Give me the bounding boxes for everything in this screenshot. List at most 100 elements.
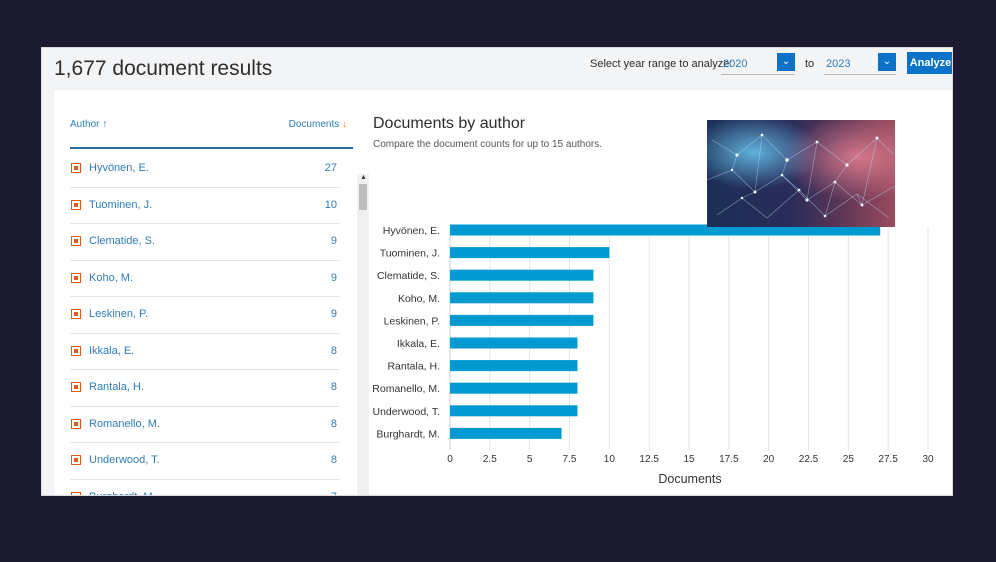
list-item[interactable]: Rantala, H. 8 xyxy=(70,370,340,407)
x-tick-label: 12.5 xyxy=(639,454,659,465)
sort-up-arrow-icon: ↑ xyxy=(102,119,108,130)
x-axis-label: Documents xyxy=(658,472,721,486)
chart-bar[interactable] xyxy=(450,247,610,259)
network-visual-image xyxy=(707,120,895,227)
list-item[interactable]: Burghardt, M. 7 xyxy=(70,480,340,496)
chart-bar[interactable] xyxy=(450,360,578,372)
list-item[interactable]: Underwood, T. 8 xyxy=(70,443,340,480)
author-document-count[interactable]: 9 xyxy=(330,235,337,247)
x-tick-label: 22.5 xyxy=(799,454,819,465)
analyze-button[interactable]: Analyze xyxy=(907,52,952,74)
chart-bar[interactable] xyxy=(450,382,578,394)
author-document-count[interactable]: 8 xyxy=(330,417,337,430)
author-document-count[interactable]: 27 xyxy=(324,162,337,174)
x-tick-label: 17.5 xyxy=(719,454,739,465)
x-tick-label: 5 xyxy=(527,454,533,465)
author-name-link[interactable]: Clematide, S. xyxy=(89,235,156,247)
author-name-link[interactable]: Hyvönen, E. xyxy=(89,162,149,174)
chevron-down-icon[interactable]: ⌄ xyxy=(777,53,795,71)
author-document-count[interactable]: 9 xyxy=(330,308,337,320)
year-from-value: 2020 xyxy=(723,58,748,70)
y-category-label: Romanello, M. xyxy=(372,383,440,395)
author-list: Hyvönen, E. 27 Tuominen, J. 10 Clematide, S.… xyxy=(70,151,340,496)
list-item[interactable]: Clematide, S. 9 xyxy=(70,224,340,261)
scrollbar-thumb[interactable] xyxy=(359,184,367,210)
x-tick-label: 0 xyxy=(447,454,453,465)
author-name-link[interactable]: Koho, M. xyxy=(89,271,134,284)
author-document-count[interactable]: 8 xyxy=(330,344,337,357)
chart-bar[interactable] xyxy=(450,224,881,236)
author-document-count[interactable]: 10 xyxy=(324,198,337,211)
author-checkbox[interactable] xyxy=(71,491,81,495)
chart-title: Documents by author xyxy=(373,115,526,132)
author-checkbox[interactable] xyxy=(71,272,81,283)
documents-sort-header[interactable]: Documents ↓ xyxy=(289,119,347,130)
author-name-link[interactable]: Romanello, M. xyxy=(89,417,160,430)
list-item[interactable]: Leskinen, P. 9 xyxy=(70,297,340,334)
year-to-value: 2023 xyxy=(826,58,851,70)
author-document-count[interactable]: 9 xyxy=(330,271,337,284)
author-checkbox[interactable] xyxy=(71,199,81,210)
author-name-link[interactable]: Burghardt, M. xyxy=(89,491,156,496)
author-document-count[interactable]: 8 xyxy=(330,454,337,466)
app-window: 1,677 document results Select year range… xyxy=(41,47,953,496)
x-tick-label: 15 xyxy=(683,454,695,465)
author-checkbox[interactable] xyxy=(71,163,81,173)
author-document-count[interactable]: 8 xyxy=(330,381,337,393)
list-item[interactable]: Ikkala, E. 8 xyxy=(70,334,340,370)
results-title: 1,677 document results xyxy=(54,57,273,80)
author-header-label: Author xyxy=(70,119,100,130)
author-checkbox[interactable] xyxy=(71,236,81,246)
to-label: to xyxy=(805,58,815,70)
y-category-label: Clematide, S. xyxy=(377,270,440,282)
chart-bar[interactable] xyxy=(450,405,578,417)
documents-header-label: Documents xyxy=(288,119,340,130)
chart-bar[interactable] xyxy=(450,427,562,439)
y-category-label: Hyvönen, E. xyxy=(383,225,440,237)
analysis-panel: Author ↑ Documents ↓ Hyvönen, E. 27 Tuomin… xyxy=(54,90,952,495)
list-item[interactable]: Hyvönen, E. 27 xyxy=(70,151,340,188)
author-document-count[interactable]: 7 xyxy=(331,491,337,496)
list-item[interactable]: Tuominen, J. 10 xyxy=(70,188,340,224)
table-header: Author ↑ Documents ↓ xyxy=(70,113,353,149)
author-table: Author ↑ Documents ↓ Hyvönen, E. 27 Tuomin… xyxy=(70,113,369,495)
author-name-link[interactable]: Tuominen, J. xyxy=(89,198,153,211)
x-tick-label: 2.5 xyxy=(483,454,497,465)
author-checkbox[interactable] xyxy=(71,418,81,429)
author-name-link[interactable]: Ikkala, E. xyxy=(89,344,135,357)
author-name-link[interactable]: Rantala, H. xyxy=(89,381,145,393)
y-category-label: Ikkala, E. xyxy=(397,338,440,350)
y-category-label: Burghardt, M. xyxy=(376,428,440,440)
author-name-link[interactable]: Leskinen, P. xyxy=(89,308,149,320)
author-checkbox[interactable] xyxy=(71,345,81,356)
author-checkbox[interactable] xyxy=(71,309,81,319)
chart-bar[interactable] xyxy=(450,292,594,304)
list-item[interactable]: Romanello, M. 8 xyxy=(70,407,340,443)
documents-bar-chart: 0 2.5 5 7.5 10 12.5 15 17.5 20 22.5 25 27.5 30 Hyvöne… xyxy=(372,224,934,486)
year-from-select[interactable]: 2020 ⌄ xyxy=(721,53,795,75)
sort-down-arrow-icon: ↓ xyxy=(342,119,347,130)
x-tick-label: 30 xyxy=(922,454,934,465)
x-tick-label: 10 xyxy=(604,454,616,465)
scrollbar[interactable]: ▲ ▼ xyxy=(357,174,369,495)
chart-bar[interactable] xyxy=(450,314,594,326)
author-checkbox[interactable] xyxy=(71,455,81,465)
x-tick-label: 7.5 xyxy=(563,454,577,465)
author-checkbox[interactable] xyxy=(71,382,81,392)
y-category-label: Koho, M. xyxy=(398,293,440,305)
y-category-label: Underwood, T. xyxy=(372,406,440,418)
x-tick-label: 25 xyxy=(843,454,855,465)
author-name-link[interactable]: Underwood, T. xyxy=(89,454,160,466)
chevron-down-icon[interactable]: ⌄ xyxy=(878,53,896,71)
y-category-label: Leskinen, P. xyxy=(384,315,440,327)
year-range-label: Select year range to analyze: xyxy=(590,58,733,70)
year-to-select[interactable]: 2023 ⌄ xyxy=(824,53,896,75)
y-category-label: Tuominen, J. xyxy=(380,248,440,260)
y-category-label: Rantala, H. xyxy=(387,361,440,373)
scroll-up-icon[interactable]: ▲ xyxy=(360,174,367,181)
author-sort-header[interactable]: Author ↑ xyxy=(70,119,107,130)
list-item[interactable]: Koho, M. 9 xyxy=(70,261,340,297)
chart-bar[interactable] xyxy=(450,269,594,281)
chart-bar[interactable] xyxy=(450,337,578,349)
chart-subtitle: Compare the document counts for up to 15… xyxy=(373,139,603,150)
